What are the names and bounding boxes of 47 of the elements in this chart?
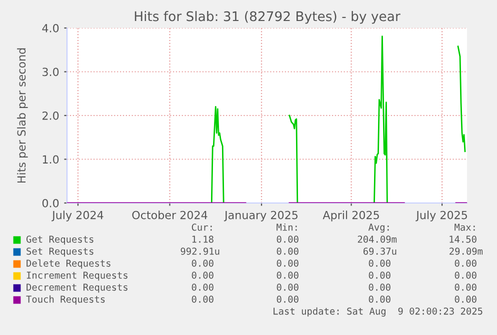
text: 0.00: [276, 260, 298, 267]
text: 0.00: [192, 260, 214, 267]
y-tick-label: 2.0: [42, 111, 59, 120]
y-tick-label: 3.0: [42, 68, 59, 76]
legend-label: Touch Requests: [26, 295, 105, 305]
x-tick-label: January 2025: [224, 210, 298, 222]
text: 0.00: [192, 296, 214, 303]
x-tick-label: October 2024: [132, 210, 208, 220]
text: 0.00: [276, 272, 298, 279]
text: 0.00: [368, 260, 390, 267]
legend-label: Decrement Requests: [26, 284, 128, 293]
x-tick-label: July 2024: [52, 210, 104, 222]
text: Max:: [454, 224, 475, 231]
legend-label: Get Requests: [26, 236, 94, 245]
text: 0.00: [454, 284, 476, 291]
text: Cur:: [192, 224, 212, 231]
text: 0.00: [368, 272, 390, 279]
text: Avg:: [368, 224, 389, 233]
text: 14.50: [450, 236, 476, 243]
y-axis-title: Hits per Slab per second: [17, 48, 28, 183]
text: 0.00: [276, 236, 298, 243]
text: 0.00: [454, 296, 476, 303]
text: 0.00: [368, 284, 390, 291]
legend-label: Delete Requests: [26, 259, 110, 269]
text: 0.00: [454, 260, 476, 267]
chart-title: Hits for Slab: 31 (82792 Bytes) - by year: [134, 11, 400, 24]
text: 29.09m: [450, 248, 483, 255]
text: 0.00: [276, 284, 298, 291]
text: 0.00: [192, 284, 214, 291]
text: 0.00: [276, 296, 298, 303]
text: 992.91u: [180, 248, 220, 255]
text: Last update: Sat Aug 9 02:00:23 2025: [274, 307, 482, 317]
text: 204.09m: [358, 236, 397, 243]
text: Min:: [276, 223, 297, 231]
y-tick-label: 1.0: [42, 155, 59, 164]
y-tick-label: 4.0: [42, 24, 59, 32]
text: 0.00: [368, 296, 390, 303]
y-tick-label: 0.0: [42, 198, 59, 208]
x-tick-label: July 2025: [416, 210, 467, 222]
text: 0.00: [454, 272, 476, 279]
legend-label: Increment Requests: [26, 272, 128, 281]
text: 0.00: [192, 272, 214, 279]
text: 69.37u: [364, 248, 396, 255]
legend-label: Set Requests: [26, 248, 94, 257]
x-tick-label: April 2025: [322, 210, 379, 222]
text: 0.00: [276, 248, 298, 255]
text: 1.18: [192, 236, 214, 243]
